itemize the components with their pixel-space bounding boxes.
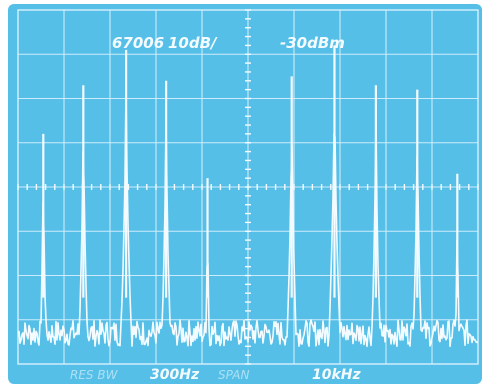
readout-res-bw-label: RES BW xyxy=(70,368,119,382)
spectrum-line xyxy=(17,89,479,348)
readout-id: 67006 xyxy=(112,34,164,52)
readout-text: 67006 10dB/ -30dBm RES BW 300Hz SPAN 10k… xyxy=(70,34,362,383)
readout-res-bw-value: 300Hz xyxy=(150,367,200,383)
spectrum-trace xyxy=(17,45,479,348)
graticule xyxy=(17,9,479,365)
readout-span-label: SPAN xyxy=(218,368,249,382)
readout-span-value: 10kHz xyxy=(312,367,362,383)
readout-ref-level: -30dBm xyxy=(280,34,345,52)
readout-scale: 10dB/ xyxy=(168,34,218,52)
